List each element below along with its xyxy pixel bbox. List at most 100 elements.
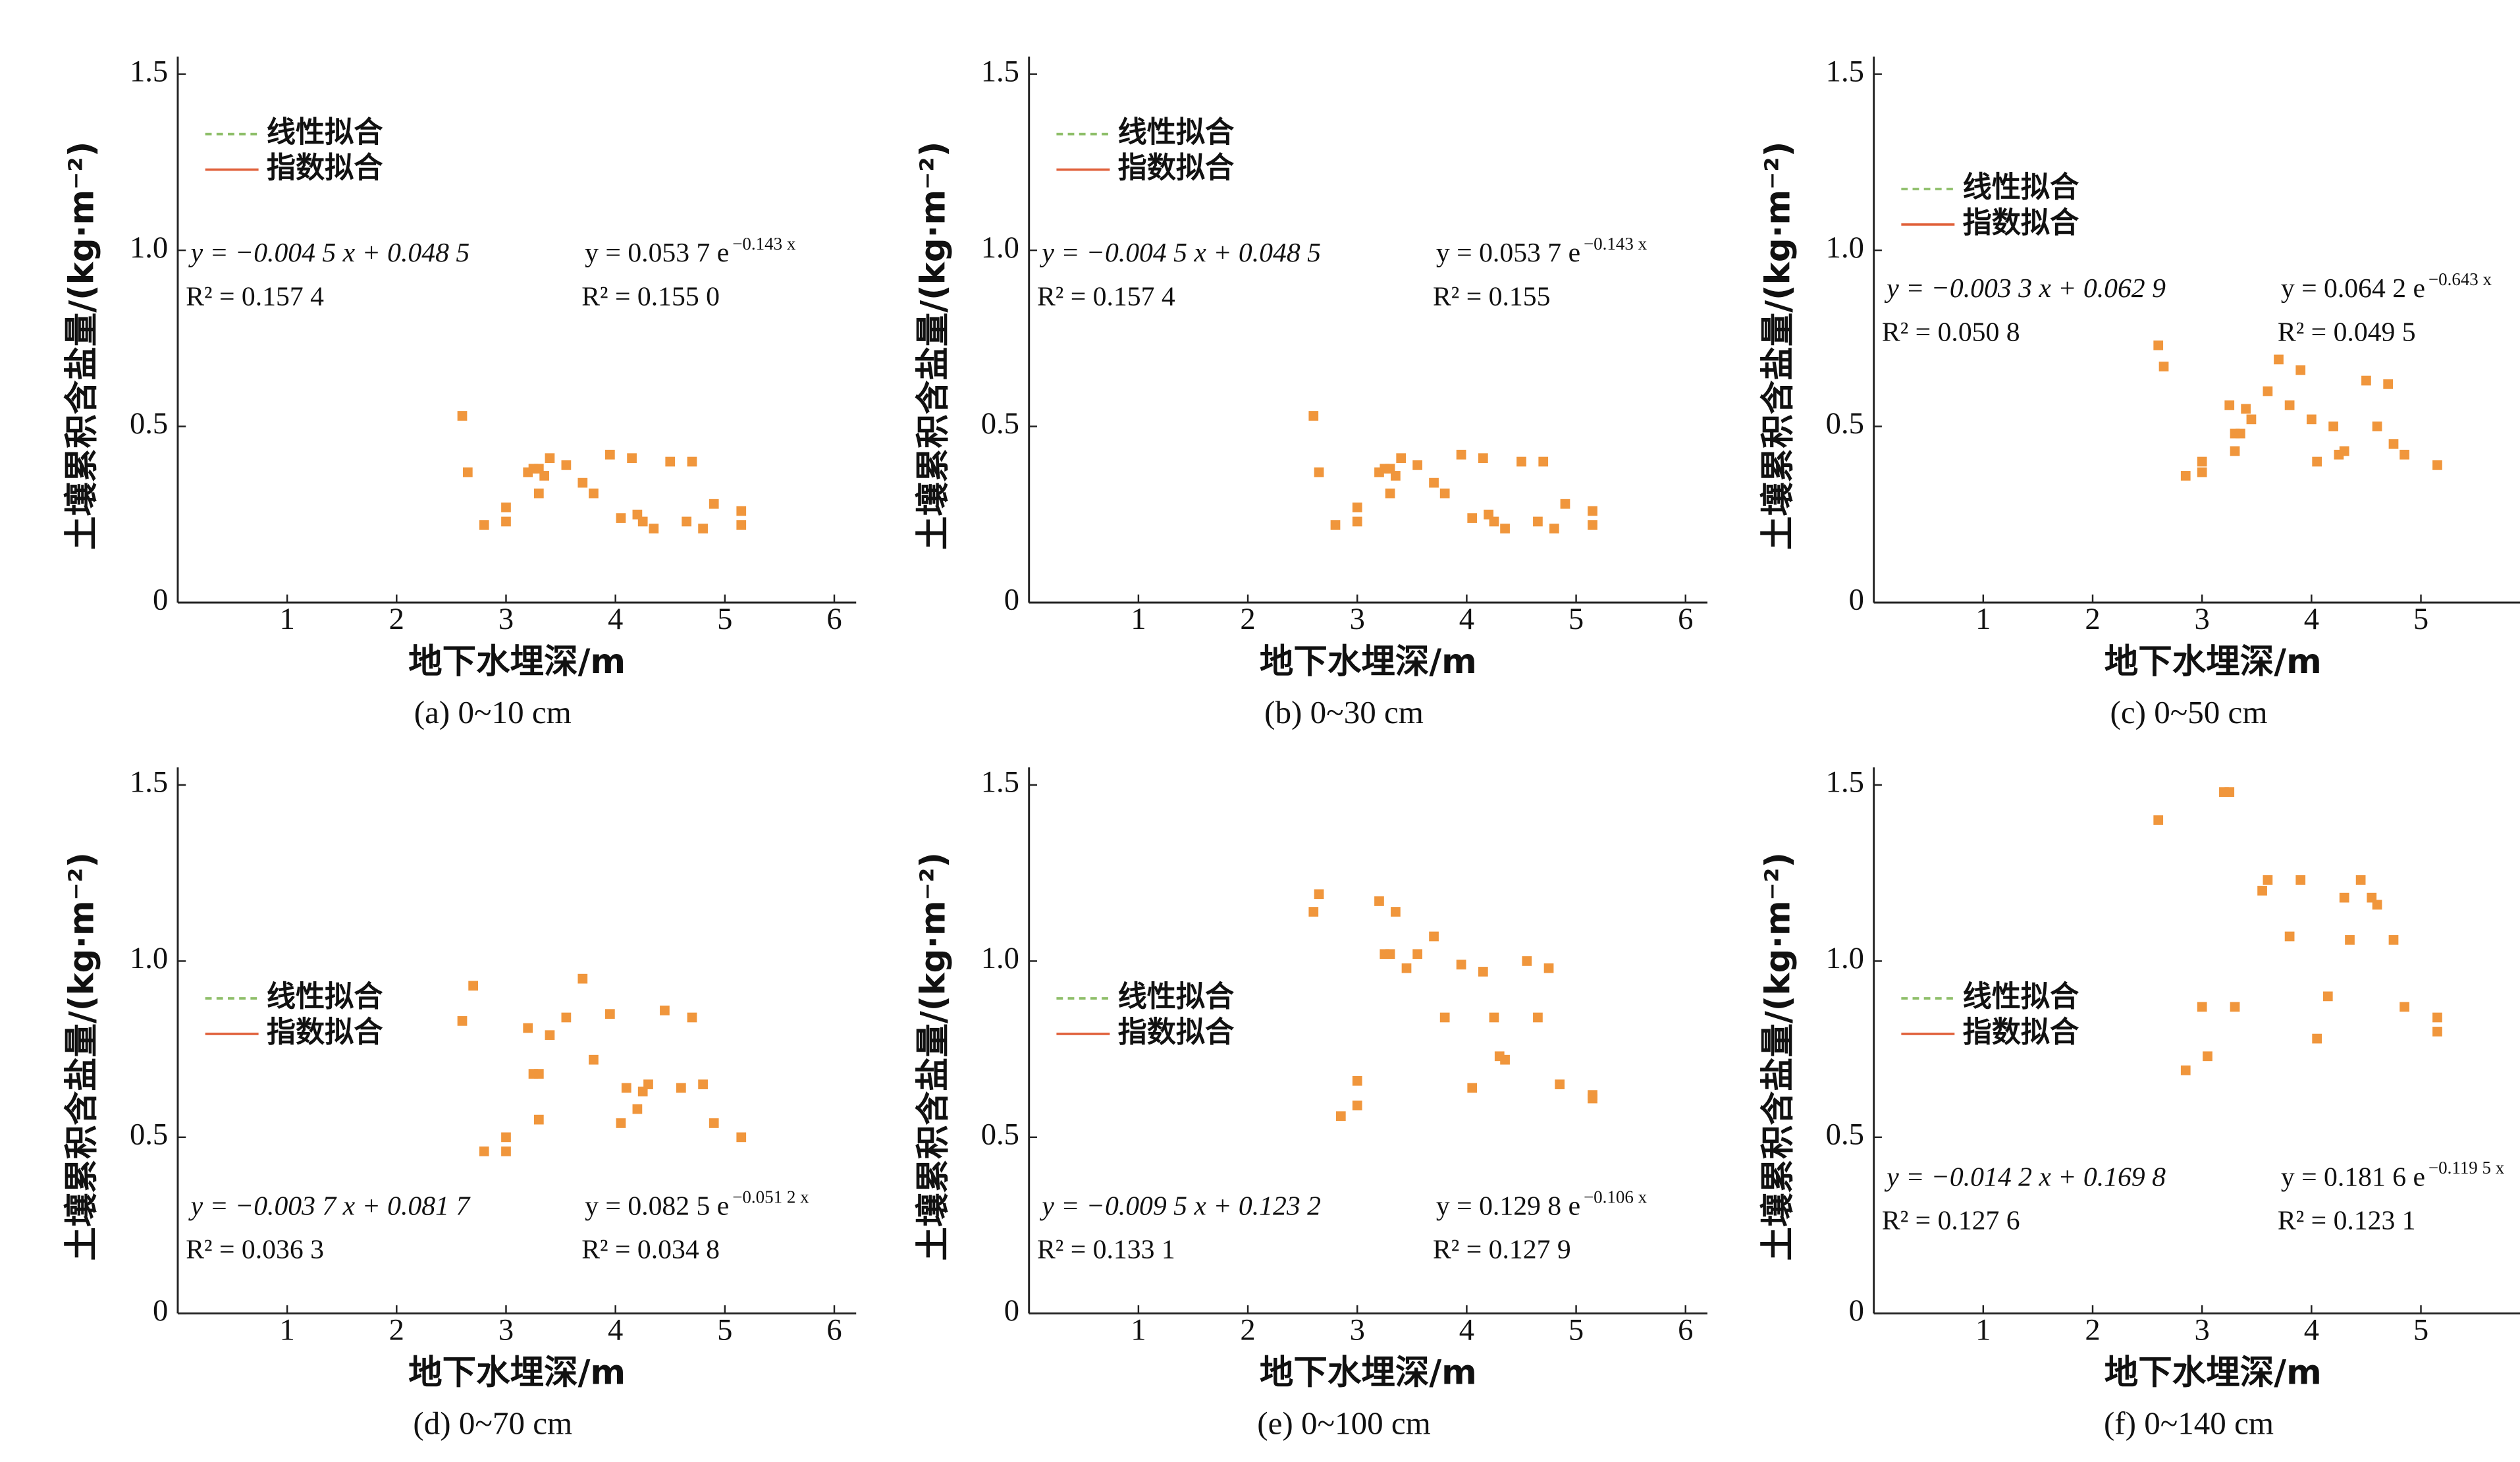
x-tick-label: 3 — [1350, 602, 1365, 636]
data-point — [2345, 934, 2355, 945]
linear-r2: R² = 0.050 8 — [1882, 317, 2020, 347]
data-point — [1429, 931, 1439, 942]
data-point — [1456, 960, 1466, 970]
y-axis-label: 土壤累积含盐量/(kg·m⁻²) — [913, 142, 953, 550]
legend-label: 指数拟合 — [1963, 1015, 2079, 1049]
data-point — [1555, 1079, 1565, 1089]
x-axis-label: 地下水埋深/m — [408, 642, 626, 682]
data-point — [2180, 1065, 2191, 1075]
data-point — [2295, 365, 2306, 375]
data-point — [577, 477, 588, 488]
data-point — [736, 520, 747, 530]
exp-equation: y = 0.053 7 e — [1436, 238, 1580, 268]
x-tick-label: 1 — [279, 1313, 294, 1347]
x-tick-label: 5 — [1568, 602, 1584, 636]
data-point — [2388, 934, 2399, 945]
y-tick-label: 1.5 — [130, 54, 168, 88]
x-tick-label: 4 — [1459, 602, 1474, 636]
exp-r2: R² = 0.127 9 — [1433, 1235, 1571, 1265]
data-point — [1500, 1054, 1510, 1065]
exp-equation: y = 0.129 8 e — [1436, 1191, 1580, 1221]
data-point — [1352, 1075, 1362, 1086]
x-tick-label: 6 — [826, 602, 842, 636]
data-point — [1478, 967, 1488, 977]
data-point — [2224, 787, 2235, 797]
x-tick-label: 4 — [608, 602, 623, 636]
exp-r2: R² = 0.123 1 — [2278, 1206, 2416, 1236]
data-point — [2388, 439, 2399, 449]
exp-r2: R² = 0.049 5 — [2278, 317, 2416, 347]
exp-r2: R² = 0.155 0 — [581, 281, 720, 311]
x-tick-label: 5 — [717, 1313, 732, 1347]
x-tick-label: 4 — [608, 1313, 623, 1347]
caption: (b) 0~30 cm — [1264, 694, 1424, 730]
x-tick-label: 3 — [2195, 602, 2210, 636]
x-axis-label: 地下水埋深/m — [1260, 1353, 1477, 1393]
data-point — [1429, 477, 1439, 488]
caption: (c) 0~50 cm — [2110, 694, 2268, 730]
legend-label: 指数拟合 — [1118, 151, 1235, 185]
y-tick-label: 0.5 — [981, 1118, 1019, 1152]
data-point — [2284, 931, 2295, 942]
exp-power: −0.643 x — [2428, 269, 2492, 289]
y-tick-label: 1.5 — [1826, 765, 1864, 799]
panel: 00.51.01.5123456地下水埋深/m土壤累积含盐量/(kg·m⁻²)(… — [1758, 54, 2520, 730]
data-point — [1533, 516, 1543, 527]
data-point — [1385, 488, 1395, 499]
caption: (d) 0~70 cm — [413, 1405, 572, 1441]
exp-power: −0.051 2 x — [732, 1187, 809, 1206]
data-point — [682, 516, 692, 527]
exp-equation: y = 0.082 5 e — [585, 1191, 729, 1221]
exp-equation: y = 0.053 7 e — [585, 238, 729, 268]
legend-label: 指数拟合 — [1118, 1015, 1235, 1049]
data-point — [1401, 963, 1412, 973]
data-point — [616, 513, 626, 523]
data-point — [2361, 375, 2371, 386]
x-tick-label: 1 — [279, 602, 294, 636]
data-point — [2203, 1051, 2212, 1062]
data-point — [2263, 386, 2273, 396]
data-point — [604, 1009, 615, 1019]
data-point — [2432, 1027, 2442, 1037]
data-point — [2355, 875, 2366, 885]
legend-label: 线性拟合 — [1963, 980, 2079, 1014]
data-point — [1543, 963, 1554, 973]
data-point — [479, 520, 489, 530]
caption: (f) 0~140 cm — [2104, 1405, 2274, 1441]
legend-label: 指数拟合 — [1963, 206, 2079, 240]
y-tick-label: 0 — [1004, 1293, 1019, 1328]
data-point — [2432, 1012, 2442, 1023]
x-tick-label: 3 — [498, 602, 514, 636]
x-tick-label: 5 — [717, 602, 732, 636]
linear-r2: R² = 0.157 4 — [186, 281, 324, 311]
data-point — [2257, 886, 2267, 896]
y-tick-label: 0 — [153, 583, 168, 617]
x-tick-label: 4 — [1459, 1313, 1474, 1347]
y-axis-label: 土壤累积含盐量/(kg·m⁻²) — [1758, 142, 1798, 550]
data-point — [2383, 379, 2394, 389]
data-point — [1314, 467, 1324, 477]
data-point — [1467, 1083, 1478, 1093]
data-point — [2399, 449, 2409, 460]
data-point — [479, 1146, 489, 1156]
panel: 00.51.01.5123456地下水埋深/m土壤累积含盐量/(kg·m⁻²)(… — [1758, 765, 2520, 1441]
data-point — [1412, 949, 1422, 960]
data-point — [709, 1118, 719, 1128]
y-axis-label: 土壤累积含盐量/(kg·m⁻²) — [1758, 852, 1798, 1260]
data-point — [1374, 896, 1384, 906]
data-point — [2399, 1002, 2409, 1012]
data-point — [577, 973, 588, 984]
data-point — [1478, 453, 1488, 464]
y-tick-label: 0 — [1849, 1293, 1864, 1328]
data-point — [1588, 520, 1597, 530]
data-point — [1314, 889, 1324, 900]
caption: (a) 0~10 cm — [414, 694, 572, 730]
data-point — [501, 1146, 511, 1156]
y-axis-label: 土壤累积含盐量/(kg·m⁻²) — [913, 852, 953, 1260]
y-tick-label: 0 — [1849, 583, 1864, 617]
y-tick-label: 0.5 — [1826, 406, 1864, 441]
data-point — [2322, 991, 2333, 1002]
data-point — [1308, 907, 1319, 917]
